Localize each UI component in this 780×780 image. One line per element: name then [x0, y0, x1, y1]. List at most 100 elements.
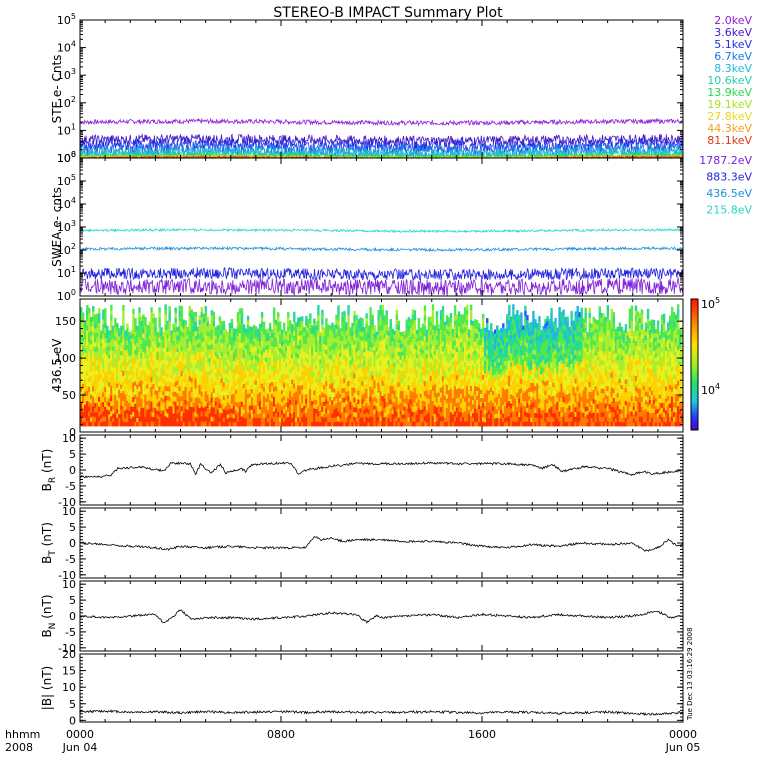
heatmap-cell — [190, 343, 193, 349]
heatmap-cell — [234, 401, 238, 407]
heatmap-cell — [331, 365, 334, 371]
y-tick-label: 100 — [57, 288, 76, 303]
heatmap-cell — [297, 340, 300, 345]
heatmap-cell — [421, 417, 425, 423]
heatmap-cell — [317, 320, 320, 326]
heatmap-cell — [278, 352, 282, 357]
heatmap-cell — [339, 409, 342, 415]
heatmap-cell — [226, 371, 230, 376]
heatmap-cell — [276, 335, 280, 341]
heatmap-cell — [345, 413, 348, 418]
heatmap-cell — [387, 355, 390, 361]
heatmap-cell — [371, 370, 374, 376]
heatmap-cell — [120, 354, 123, 360]
heatmap-cell — [88, 376, 91, 382]
heatmap-cell — [429, 353, 433, 358]
heatmap-cell — [423, 395, 427, 402]
heatmap-cell — [307, 385, 310, 391]
heatmap-cell — [194, 402, 197, 408]
heatmap-cell — [325, 331, 328, 337]
heatmap-cell — [453, 360, 457, 366]
heatmap-cell — [327, 341, 330, 346]
heatmap-cell — [136, 325, 139, 331]
heatmap-cell — [222, 408, 226, 414]
heatmap-cell — [439, 334, 443, 340]
heatmap-cell — [343, 421, 346, 427]
heatmap-cell — [325, 408, 328, 413]
heatmap-cell — [299, 380, 302, 386]
heatmap-cell — [317, 335, 320, 341]
heatmap-cell — [226, 414, 230, 419]
heatmap-cell — [210, 411, 214, 417]
heatmap-cell — [132, 406, 135, 412]
heatmap-cell — [176, 397, 179, 402]
heatmap-cell — [383, 370, 386, 376]
heatmap-cell — [437, 337, 441, 342]
heatmap-cell — [150, 421, 153, 427]
heatmap-cell — [439, 358, 443, 364]
heatmap-cell — [461, 360, 465, 366]
heatmap-cell — [407, 412, 411, 418]
heatmap-cell — [126, 353, 129, 358]
heatmap-cell — [333, 350, 336, 355]
heatmap-cell — [409, 381, 413, 387]
heatmap-cell — [421, 345, 425, 350]
heatmap-cell — [140, 407, 143, 413]
heatmap-cell — [375, 347, 378, 352]
heatmap-cell — [144, 417, 147, 422]
heatmap-cell — [325, 394, 328, 400]
heatmap-cell — [110, 325, 113, 331]
heatmap-cell — [439, 397, 443, 403]
heatmap-cell — [367, 367, 370, 372]
heatmap-cell — [421, 379, 425, 384]
heatmap-cell — [158, 341, 161, 348]
heatmap-cell — [172, 353, 175, 359]
heatmap-cell — [359, 398, 362, 404]
heatmap-cell — [256, 352, 260, 358]
heatmap-cell — [465, 329, 469, 336]
heatmap-cell — [206, 326, 210, 332]
heatmap-cell — [293, 368, 296, 374]
heatmap-cell — [419, 405, 423, 410]
heatmap-cell — [126, 421, 129, 427]
heatmap-cell — [248, 355, 252, 360]
heatmap-cell — [218, 357, 222, 363]
heatmap-cell — [339, 352, 342, 358]
heatmap-cell — [164, 314, 167, 320]
heatmap-cell — [174, 376, 177, 382]
heatmap-cell — [92, 346, 95, 352]
heatmap-cell — [170, 378, 173, 383]
heatmap-cell — [431, 360, 435, 366]
heatmap-cell — [186, 380, 189, 386]
heatmap-cell — [274, 364, 278, 369]
heatmap-cell — [88, 406, 91, 412]
heatmap-cell — [425, 345, 429, 351]
heatmap-cell — [268, 374, 272, 379]
heatmap-cell — [301, 412, 304, 418]
heatmap-cell — [409, 417, 413, 422]
heatmap-cell — [216, 409, 220, 414]
heatmap-cell — [102, 319, 105, 325]
heatmap-cell — [323, 344, 326, 349]
heatmap-cell — [383, 421, 386, 427]
heatmap-cell — [403, 382, 407, 387]
heatmap-cell — [327, 366, 330, 372]
heatmap-cell — [108, 386, 111, 391]
heatmap-cell — [106, 417, 109, 423]
heatmap-cell — [274, 350, 278, 356]
heatmap-cell — [309, 374, 312, 380]
heatmap-cell — [289, 346, 292, 352]
heatmap-cell — [463, 396, 467, 402]
heatmap-cell — [379, 410, 382, 417]
heatmap-cell — [104, 411, 107, 417]
heatmap-cell — [289, 382, 292, 387]
heatmap-cell — [94, 351, 97, 357]
heatmap-cell — [88, 317, 91, 323]
heatmap-cell — [381, 309, 384, 316]
heatmap-cell — [142, 374, 145, 380]
legend-entry: 883.3eV — [706, 171, 752, 184]
heatmap-cell — [232, 360, 236, 366]
heatmap-cell — [423, 385, 427, 392]
heatmap-cell — [104, 421, 107, 427]
heatmap-cell — [381, 324, 384, 331]
